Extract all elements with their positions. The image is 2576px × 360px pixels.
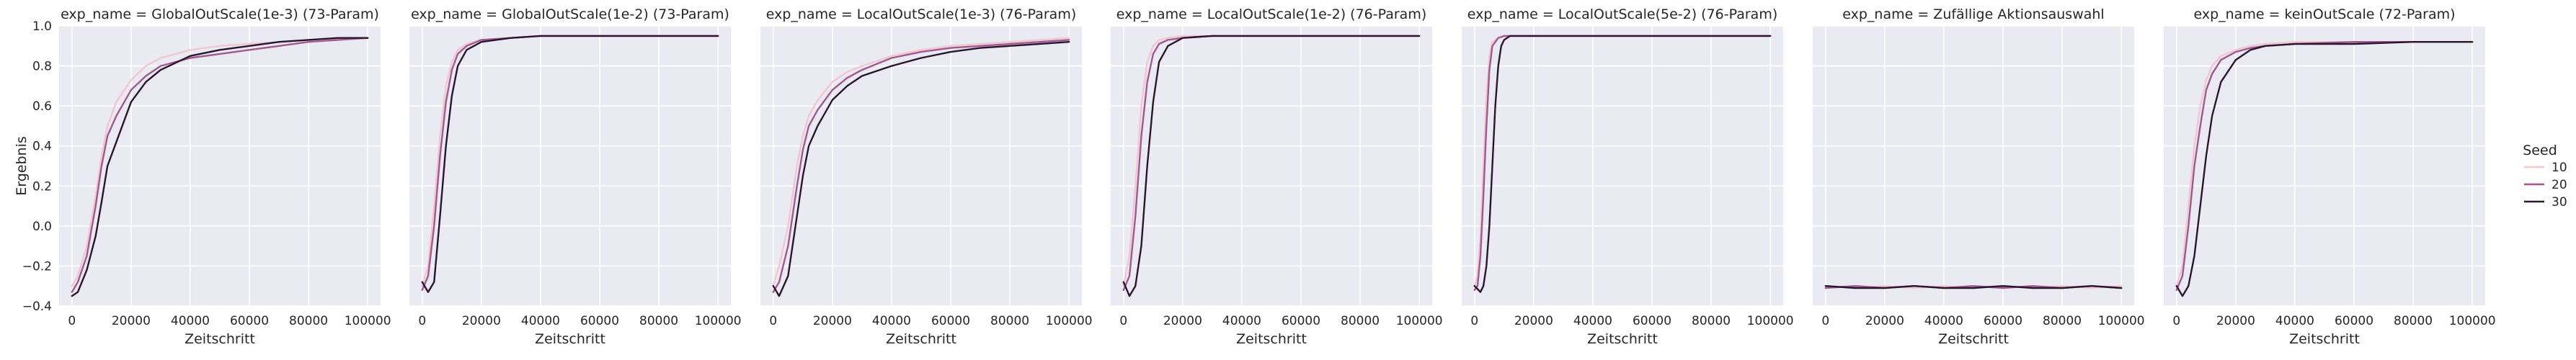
- panel-2: 0 20000 40000 60000 80000 100000 exp_name = Gl…: [409, 6, 742, 347]
- series-line-seed-30: [772, 41, 1070, 297]
- panel-title: exp_name = GlobalOutScale(1e-3) (73-Para…: [61, 6, 379, 22]
- x-tick-label: 0: [418, 314, 426, 328]
- plot-background: [409, 26, 731, 306]
- x-tick-label: 80000: [1692, 314, 1731, 328]
- x-tick-label: 60000: [230, 314, 269, 328]
- x-tick-label: 80000: [289, 314, 328, 328]
- x-axis-label: Zeitschritt: [1236, 331, 1307, 347]
- x-tick-label: 0: [68, 314, 76, 328]
- x-tick-label: 60000: [931, 314, 970, 328]
- x-tick-label: 60000: [1282, 314, 1320, 328]
- x-tick-label: 40000: [2275, 314, 2314, 328]
- x-axis-label: Zeitschritt: [886, 331, 956, 347]
- series-line-seed-30: [1473, 35, 1772, 293]
- x-tick-label: 20000: [2216, 314, 2255, 328]
- series-line-seed-10: [772, 37, 1070, 287]
- panel-4: 0 20000 40000 60000 80000 100000 exp_name = Lo…: [1111, 6, 1443, 347]
- series-line-seed-30: [2175, 41, 2474, 297]
- legend-label-seed-10: 10: [2551, 161, 2567, 175]
- x-tick-label: 20000: [462, 314, 501, 328]
- series-line-seed-20: [71, 37, 369, 293]
- x-axis-label: Zeitschritt: [1587, 331, 1658, 347]
- y-tick-label: −0.2: [22, 259, 52, 274]
- panel-7: 0 20000 40000 60000 80000 100000 exp_name = ke…: [2164, 6, 2496, 347]
- x-axis-label: Zeitschritt: [535, 331, 605, 347]
- y-tick-label: 0.4: [32, 140, 52, 154]
- legend-label-seed-30: 30: [2551, 195, 2567, 210]
- panel-title: exp_name = LocalOutScale(5e-2) (76-Param…: [1467, 6, 1778, 22]
- x-tick-label: 100000: [2098, 314, 2145, 328]
- plot-background: [1813, 26, 2134, 306]
- series-line-seed-20: [772, 39, 1070, 293]
- x-tick-label: 100000: [2449, 314, 2496, 328]
- x-tick-label: 40000: [1222, 314, 1261, 328]
- x-tick-label: 0: [1821, 314, 1829, 328]
- y-tick-label: 0.6: [32, 99, 52, 114]
- legend-title: Seed: [2523, 143, 2557, 158]
- x-tick-label: 100000: [1747, 314, 1794, 328]
- panel-6: 0 20000 40000 60000 80000 100000 exp_name = Zu…: [1813, 6, 2145, 347]
- x-tick-label: 60000: [580, 314, 619, 328]
- x-axis-label: Zeitschritt: [2289, 331, 2360, 347]
- x-tick-label: 100000: [1396, 314, 1443, 328]
- x-tick-label: 40000: [521, 314, 560, 328]
- x-tick-label: 60000: [2335, 314, 2373, 328]
- x-tick-label: 0: [1119, 314, 1127, 328]
- x-tick-label: 100000: [345, 314, 391, 328]
- panel-3: 0 20000 40000 60000 80000 100000 exp_name = Lo…: [760, 6, 1093, 347]
- series-line-seed-30: [1824, 285, 2123, 289]
- y-tick-label: 0.2: [32, 179, 52, 194]
- x-tick-label: 0: [2172, 314, 2180, 328]
- y-tick-label: 1.0: [32, 19, 52, 34]
- x-tick-label: 80000: [990, 314, 1029, 328]
- x-tick-label: 100000: [695, 314, 742, 328]
- x-tick-label: 60000: [1633, 314, 1671, 328]
- y-tick-label: 0.0: [32, 220, 52, 234]
- x-tick-label: 20000: [1865, 314, 1904, 328]
- x-tick-label: 80000: [1341, 314, 1380, 328]
- x-tick-label: 40000: [1924, 314, 1963, 328]
- y-axis-label: Ergebnis: [14, 136, 30, 196]
- x-tick-label: 20000: [1163, 314, 1202, 328]
- x-tick-label: 80000: [639, 314, 678, 328]
- panel-5: 0 20000 40000 60000 80000 100000 exp_name = Lo…: [1462, 6, 1794, 347]
- panel-title: exp_name = Zufällige Aktionsauswahl: [1842, 6, 2104, 22]
- x-tick-label: 40000: [171, 314, 210, 328]
- x-tick-label: 20000: [813, 314, 852, 328]
- x-tick-label: 0: [1470, 314, 1478, 328]
- series-line-seed-30: [421, 35, 719, 293]
- x-tick-label: 20000: [1514, 314, 1553, 328]
- legend-label-seed-20: 20: [2551, 178, 2567, 192]
- x-tick-label: 80000: [2394, 314, 2433, 328]
- x-tick-label: 60000: [1984, 314, 2022, 328]
- y-tick-label: 0.8: [32, 60, 52, 74]
- x-tick-label: 100000: [1046, 314, 1093, 328]
- series-line-seed-20: [2175, 41, 2474, 291]
- x-tick-label: 0: [769, 314, 777, 328]
- panel-title: exp_name = GlobalOutScale(1e-2) (73-Para…: [411, 6, 729, 22]
- y-tick-label: −0.4: [22, 300, 52, 314]
- panel-title: exp_name = LocalOutScale(1e-2) (76-Param…: [1116, 6, 1427, 22]
- panel-title: exp_name = LocalOutScale(1e-3) (76-Param…: [766, 6, 1077, 22]
- plot-background: [760, 26, 1082, 306]
- plot-background: [2164, 26, 2485, 306]
- series-line-seed-30: [1122, 35, 1421, 297]
- panel-title: exp_name = keinOutScale (72-Param): [2193, 6, 2455, 22]
- legend: Seed 10 20 30: [2523, 143, 2567, 210]
- panel-1: −0.4 −0.2 0.0 0.2 0.4 0.6 0.8 1.0 0 20000 40000 600…: [14, 6, 391, 347]
- x-tick-label: 40000: [1573, 314, 1612, 328]
- series-line-seed-30: [71, 37, 369, 297]
- plot-background: [1462, 26, 1783, 306]
- plot-background: [59, 26, 381, 306]
- x-tick-label: 80000: [2043, 314, 2082, 328]
- plot-background: [1111, 26, 1432, 306]
- x-axis-label: Zeitschritt: [1938, 331, 2009, 347]
- x-tick-label: 40000: [872, 314, 911, 328]
- x-tick-label: 20000: [112, 314, 151, 328]
- x-axis-label: Zeitschritt: [185, 331, 255, 347]
